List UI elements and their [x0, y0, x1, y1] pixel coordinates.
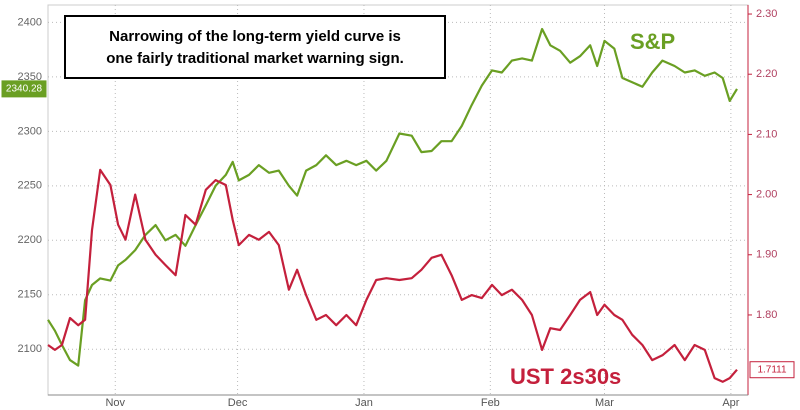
y2-tick-label: 1.90	[756, 249, 777, 261]
y-tick-label: 2150	[18, 289, 42, 301]
x-tick-label: Nov	[105, 397, 125, 409]
annotation-box	[64, 15, 446, 79]
x-tick-label: Jan	[355, 397, 373, 409]
x-tick-label: Feb	[481, 397, 500, 409]
lines	[47, 27, 738, 383]
y2-tick-label: 1.80	[756, 309, 777, 321]
series-line	[47, 27, 738, 367]
y-tick-label: 2350	[18, 71, 42, 83]
x-tick-label: Dec	[228, 397, 248, 409]
series-label: S&P	[630, 29, 675, 54]
series-line	[47, 168, 738, 383]
annotation: one fairly traditional market warning si…	[106, 50, 404, 67]
annotation: Narrowing of the long-term yield curve i…	[109, 28, 401, 45]
y-tick-label: 2200	[18, 234, 42, 246]
last-value-label: 2340.28	[6, 84, 43, 95]
y2-tick-label: 2.30	[756, 8, 777, 20]
y-tick-label: 2300	[18, 125, 42, 137]
last-value-box	[1, 80, 47, 98]
x-tick-label: Apr	[722, 397, 739, 409]
y2-tick-label: 2.00	[756, 188, 777, 200]
x-tick-label: Mar	[595, 397, 614, 409]
y-tick-label: 2400	[18, 16, 42, 28]
series-label: UST 2s30s	[510, 364, 621, 389]
y2-tick-label: 2.20	[756, 68, 777, 80]
last-value-box	[749, 361, 795, 379]
last-value-label: 1.7111	[757, 364, 787, 375]
y-tick-label: 2100	[18, 343, 42, 355]
y-tick-label: 2250	[18, 180, 42, 192]
y2-tick-label: 2.10	[756, 128, 777, 140]
